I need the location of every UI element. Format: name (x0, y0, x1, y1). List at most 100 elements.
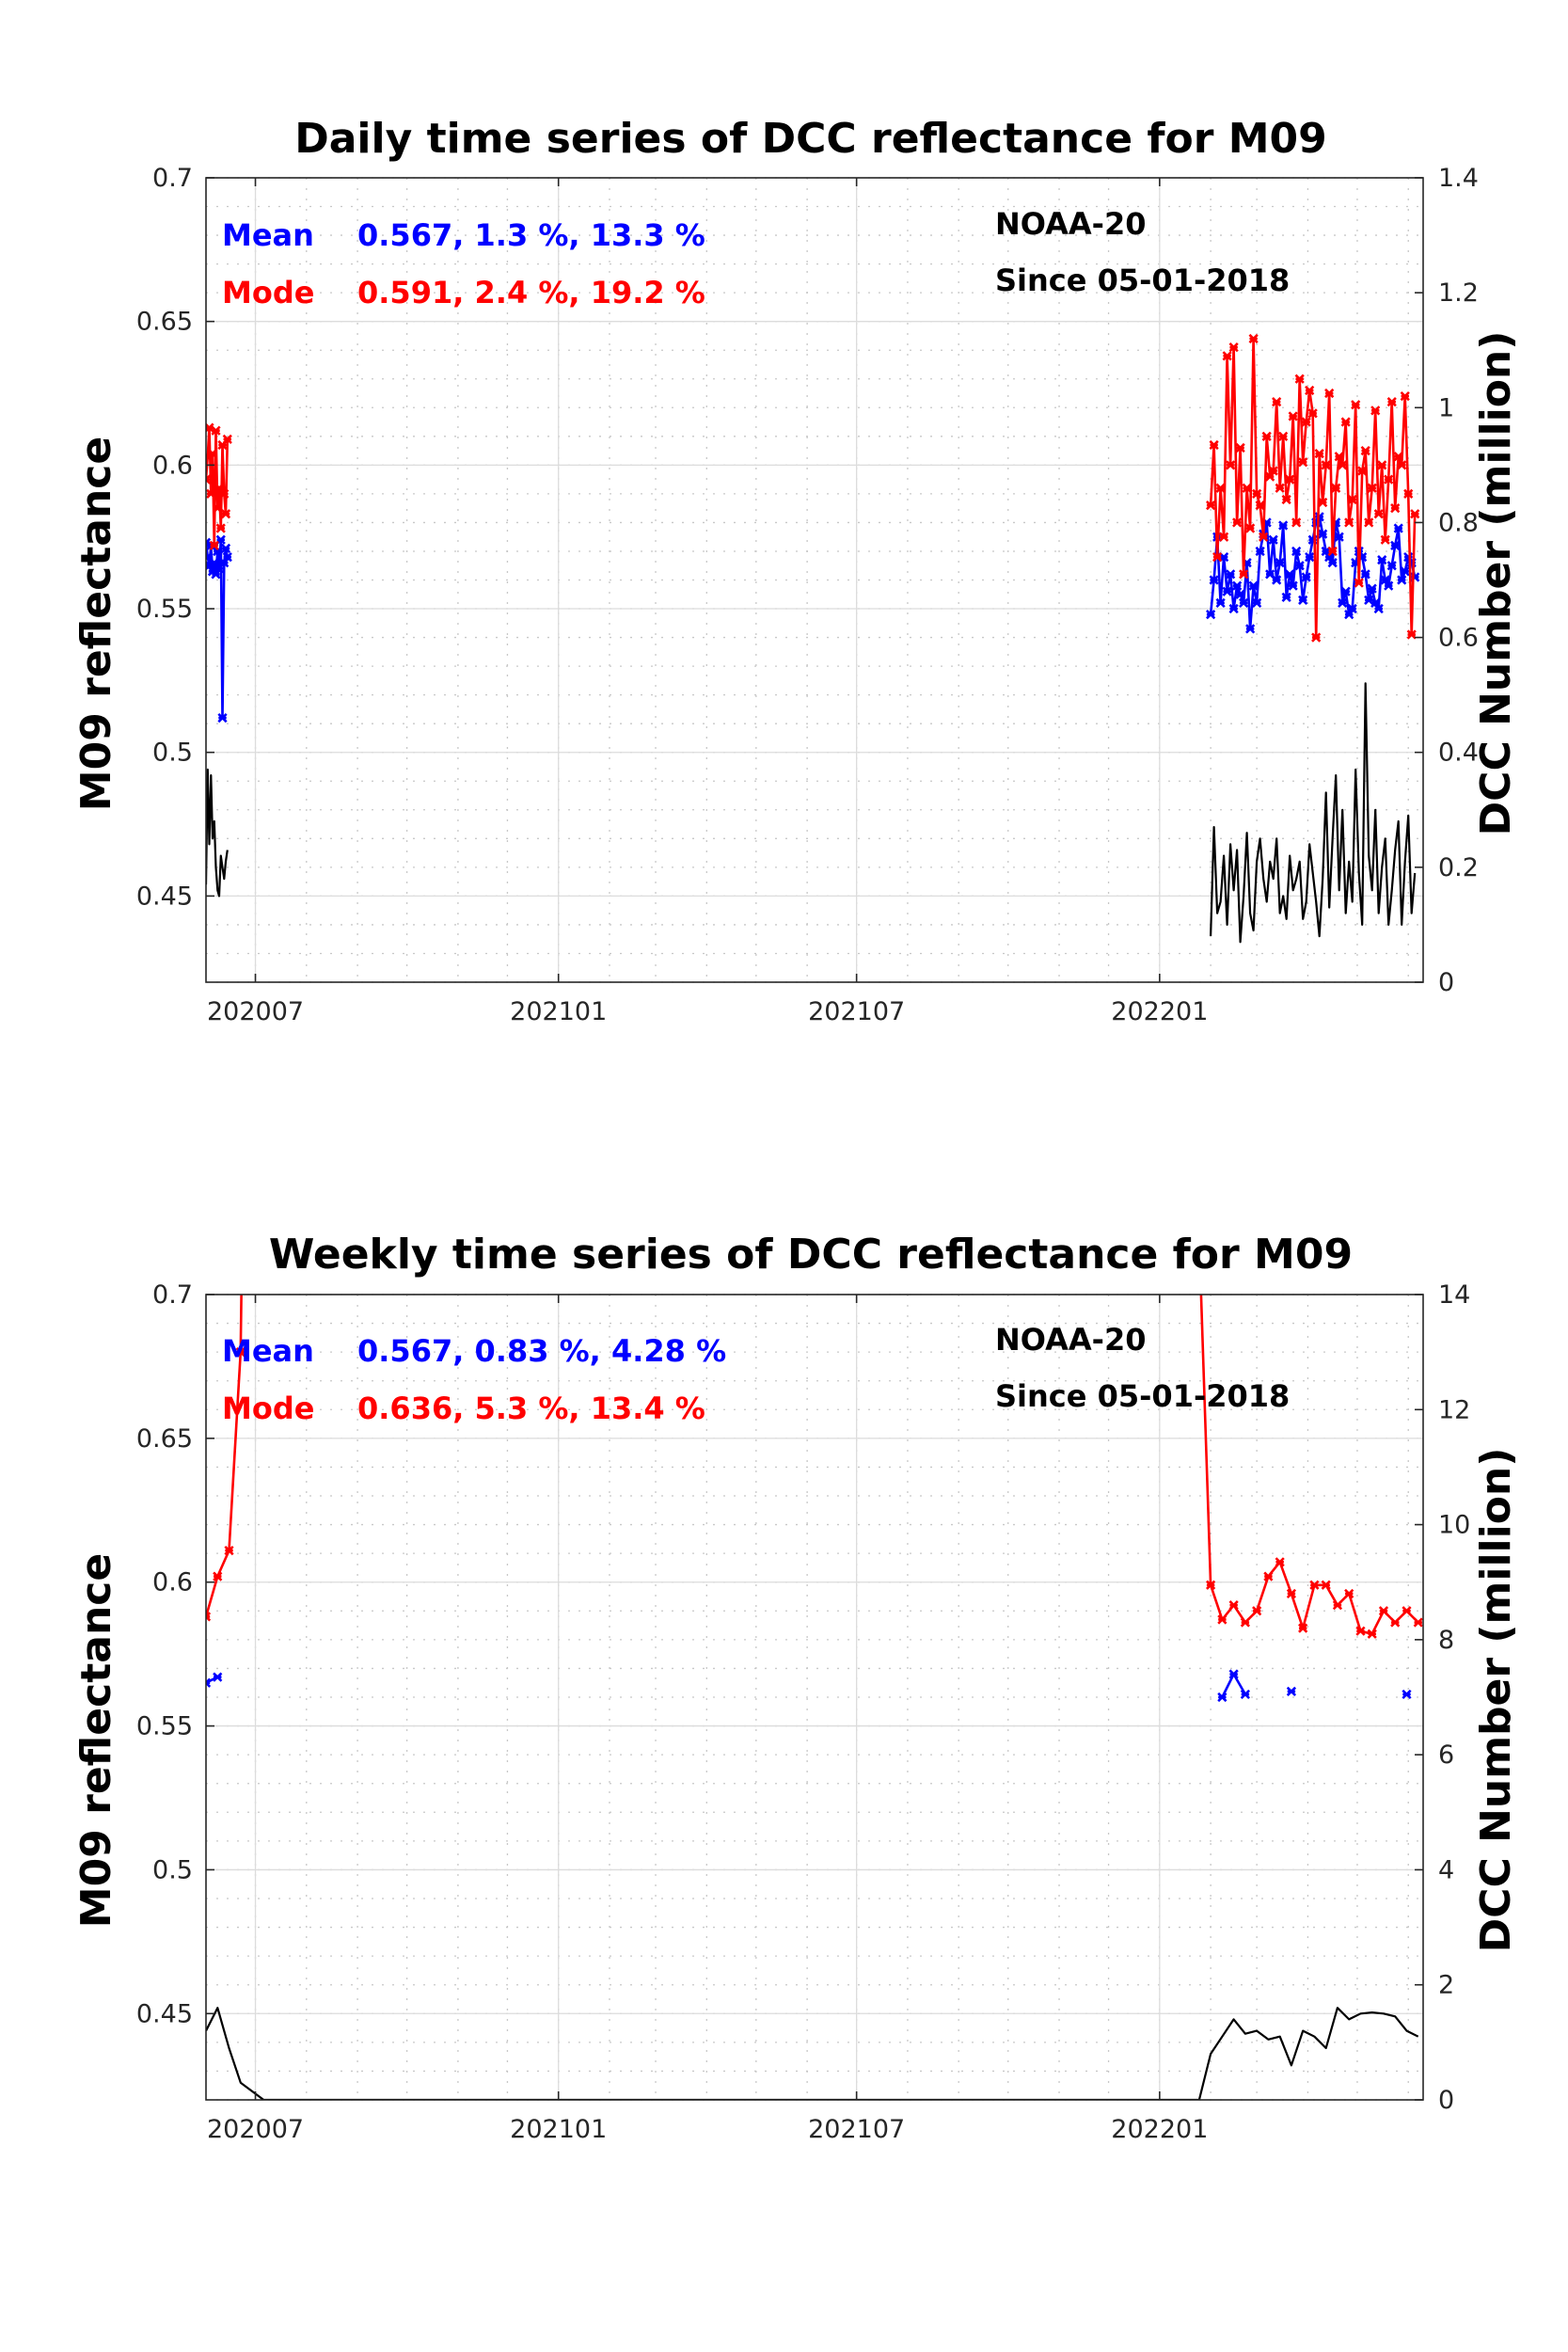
blue-data-point (213, 1672, 223, 1682)
chart-title: Daily time series of DCC reflectance for… (294, 115, 1327, 163)
red-data-point (1321, 460, 1331, 470)
red-data-point (1357, 466, 1368, 476)
blue-data-point (1340, 586, 1351, 596)
red-data-point (1265, 471, 1275, 482)
blue-data-point (1239, 597, 1249, 609)
red-data-point (1245, 523, 1256, 533)
y-tick-label: 0.55 (136, 1712, 193, 1741)
red-data-point (1393, 452, 1403, 462)
red-data-point (235, 1347, 245, 1358)
blue-data-point (1278, 520, 1289, 531)
red-data-point (1413, 1617, 1423, 1628)
y2-tick-label: 1.2 (1438, 278, 1479, 308)
chart-title: Weekly time series of DCC reflectance fo… (269, 1231, 1353, 1279)
red-data-point (1298, 457, 1308, 468)
x-tick-label: 202101 (510, 2115, 607, 2144)
blue-data-point (1338, 597, 1348, 609)
dcc-count-line (206, 682, 1417, 944)
red-data-point (213, 1571, 223, 1581)
dcc-count-line-segment (206, 768, 229, 898)
y2-tick-label: 8 (1438, 1626, 1454, 1655)
blue-data-point (1226, 569, 1236, 580)
y2-tick-label: 12 (1438, 1395, 1470, 1424)
y2-tick-label: 0.2 (1438, 853, 1479, 882)
blue-data-point (1298, 595, 1308, 605)
red-data-point (1261, 431, 1272, 441)
blue-data-point (1228, 1669, 1239, 1679)
red-data-point (1377, 460, 1387, 470)
blue-data-point (1228, 603, 1239, 614)
red-data-point (1386, 397, 1397, 407)
red-data-point (1240, 1617, 1251, 1628)
red-data-point (1222, 351, 1232, 361)
annotation-satellite: NOAA-20 (995, 206, 1146, 242)
y-tick-label: 0.5 (152, 1855, 193, 1884)
red-data-point (1259, 532, 1269, 542)
red-data-point (1311, 632, 1322, 643)
dcc-count-line (206, 2007, 1419, 2100)
y2-tick-label: 10 (1438, 1511, 1470, 1540)
blue-data-point (220, 543, 231, 554)
blue-data-point (1305, 551, 1315, 563)
red-data-point (1360, 445, 1370, 456)
blue-data-point (1327, 558, 1338, 568)
red-data-point (1206, 1580, 1216, 1590)
red-data-point (1403, 488, 1414, 500)
red-data-point (1228, 342, 1239, 353)
red-data-point (1347, 494, 1357, 505)
annotation-mean-label: Mean (222, 217, 314, 253)
blue-data-point (1215, 597, 1226, 609)
blue-data-point (1384, 580, 1394, 591)
x-tick-label: 202107 (808, 2115, 905, 2144)
red-data-point (207, 449, 218, 459)
y-tick-label: 0.6 (152, 451, 193, 480)
x-tick-label: 202107 (808, 997, 905, 1026)
red-data-point (1248, 333, 1259, 344)
blue-data-point (1248, 580, 1259, 591)
blue-data-point (1294, 561, 1305, 571)
red-data-point (1252, 1606, 1262, 1616)
blue-data-point (1301, 572, 1311, 582)
daily-chart-panel: Daily time series of DCC reflectance for… (72, 115, 1520, 1026)
red-data-point (1252, 488, 1262, 500)
blue-data-point (222, 551, 232, 563)
red-data-point (224, 1545, 234, 1556)
red-data-point (1355, 1626, 1366, 1636)
blue-data-point (1209, 575, 1219, 585)
red-data-point (1351, 400, 1361, 410)
red-data-point (1217, 1614, 1227, 1625)
red-data-point (1206, 500, 1216, 511)
red-data-point (1212, 551, 1223, 563)
red-data-point (1307, 408, 1318, 419)
y2-axis-label: DCC Number (million) (1472, 1448, 1520, 1953)
red-data-point (1397, 460, 1407, 470)
plot-frame (205, 1294, 1424, 2101)
red-data-point (1344, 517, 1354, 528)
y-tick-label: 0.65 (136, 1424, 193, 1454)
red-data-point (213, 503, 223, 514)
blue-data-point (1402, 1689, 1412, 1700)
x-tick-label: 202201 (1111, 2115, 1208, 2144)
red-data-point (1286, 1588, 1297, 1599)
red-data-point (1235, 442, 1245, 453)
annotation-mode-value: 0.636, 5.3 %, 13.4 % (357, 1391, 705, 1426)
red-data-point (1406, 629, 1417, 640)
annotation-since-date: Since 05-01-2018 (995, 262, 1290, 298)
red-data-point (1344, 1588, 1354, 1599)
y2-tick-label: 0.6 (1438, 624, 1479, 653)
blue-data-point (1373, 603, 1384, 614)
red-data-point (1268, 466, 1278, 476)
y2-tick-label: 4 (1438, 1855, 1454, 1884)
y2-tick-label: 0 (1438, 968, 1454, 997)
blue-data-point (1370, 597, 1381, 609)
red-data-point (211, 425, 221, 436)
blue-data-point (219, 558, 230, 568)
x-tick-label: 202101 (510, 997, 607, 1026)
red-data-point (1340, 417, 1351, 427)
red-data-point (215, 523, 226, 533)
plot-frame (205, 177, 1424, 983)
blue-data-point (1245, 624, 1256, 634)
x-tick-label: 202007 (207, 997, 304, 1026)
mean-reflectance-series (206, 1669, 1412, 1703)
